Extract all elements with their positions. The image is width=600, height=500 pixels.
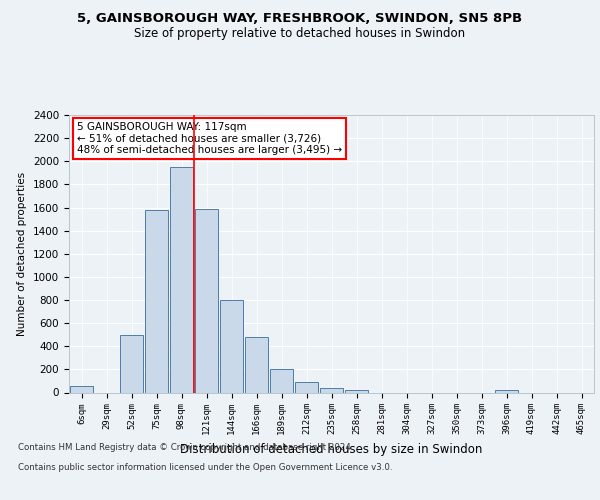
Bar: [170, 167, 193, 392]
Bar: [270, 370, 293, 392]
Bar: [195, 208, 218, 392]
Text: Size of property relative to detached houses in Swindon: Size of property relative to detached ho…: [134, 28, 466, 40]
Bar: [70, 386, 93, 392]
Bar: [120, 334, 143, 392]
Bar: [295, 382, 318, 392]
Bar: [220, 300, 243, 392]
Bar: [320, 388, 343, 392]
Bar: [145, 210, 168, 392]
X-axis label: Distribution of detached houses by size in Swindon: Distribution of detached houses by size …: [181, 443, 482, 456]
Y-axis label: Number of detached properties: Number of detached properties: [17, 172, 28, 336]
Text: 5 GAINSBOROUGH WAY: 117sqm
← 51% of detached houses are smaller (3,726)
48% of s: 5 GAINSBOROUGH WAY: 117sqm ← 51% of deta…: [77, 122, 342, 155]
Text: Contains HM Land Registry data © Crown copyright and database right 2024.: Contains HM Land Registry data © Crown c…: [18, 442, 353, 452]
Bar: [495, 390, 518, 392]
Text: Contains public sector information licensed under the Open Government Licence v3: Contains public sector information licen…: [18, 462, 392, 471]
Bar: [245, 337, 268, 392]
Bar: [345, 390, 368, 392]
Text: 5, GAINSBOROUGH WAY, FRESHBROOK, SWINDON, SN5 8PB: 5, GAINSBOROUGH WAY, FRESHBROOK, SWINDON…: [77, 12, 523, 26]
